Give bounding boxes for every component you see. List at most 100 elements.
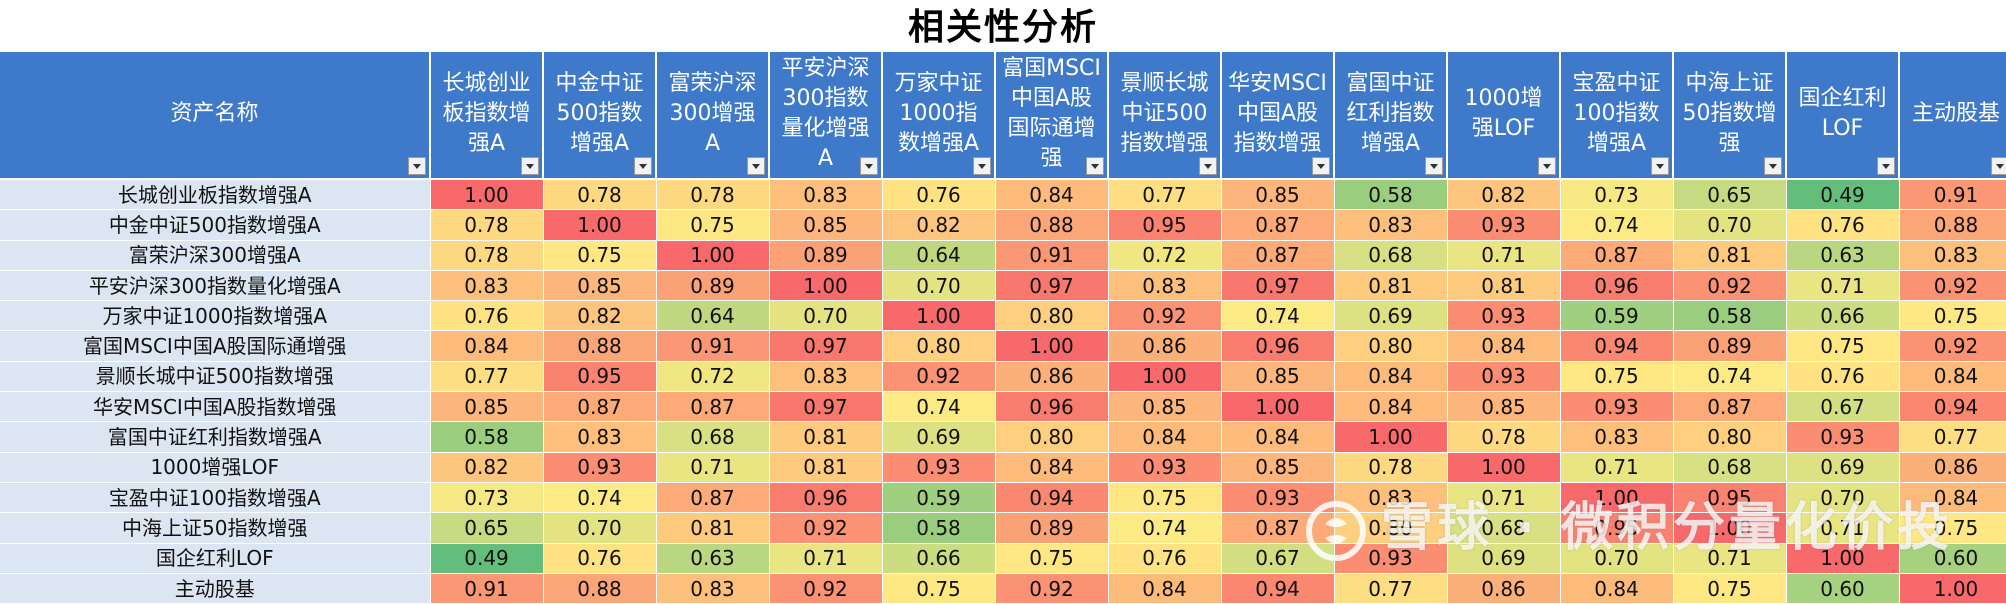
correlation-cell[interactable]: 0.87	[543, 391, 657, 423]
correlation-cell[interactable]: 0.71	[1673, 543, 1787, 574]
correlation-cell[interactable]: 0.94	[1221, 573, 1335, 604]
correlation-cell[interactable]: 0.83	[430, 270, 544, 302]
correlation-cell[interactable]: 1.00	[1221, 391, 1335, 423]
row-asset-name[interactable]: 富国MSCI中国A股国际通增强	[0, 330, 431, 362]
correlation-cell[interactable]: 0.92	[882, 361, 996, 393]
correlation-cell[interactable]: 0.85	[769, 209, 883, 241]
correlation-cell[interactable]: 0.92	[1899, 270, 2006, 302]
correlation-cell[interactable]: 0.78	[1334, 452, 1448, 483]
row-asset-name[interactable]: 平安沪深300指数量化增强A	[0, 270, 431, 302]
correlation-cell[interactable]: 0.85	[1221, 361, 1335, 393]
correlation-cell[interactable]: 0.69	[1334, 300, 1448, 332]
correlation-cell[interactable]: 0.83	[769, 179, 883, 211]
correlation-cell[interactable]: 0.60	[1899, 543, 2006, 574]
correlation-cell[interactable]: 0.91	[656, 330, 770, 362]
correlation-cell[interactable]: 0.75	[1899, 300, 2006, 332]
correlation-cell[interactable]: 1.00	[1786, 543, 1900, 574]
correlation-cell[interactable]: 0.70	[769, 300, 883, 332]
correlation-cell[interactable]: 0.76	[1786, 361, 1900, 393]
correlation-cell[interactable]: 0.74	[1108, 512, 1222, 544]
correlation-cell[interactable]: 0.81	[769, 452, 883, 483]
correlation-cell[interactable]: 0.93	[1221, 482, 1335, 514]
correlation-cell[interactable]: 0.93	[882, 452, 996, 483]
correlation-cell[interactable]: 0.49	[430, 543, 544, 574]
correlation-cell[interactable]: 0.74	[543, 482, 657, 514]
correlation-cell[interactable]: 0.89	[769, 240, 883, 271]
correlation-cell[interactable]: 0.86	[1108, 330, 1222, 362]
correlation-cell[interactable]: 0.76	[1108, 543, 1222, 574]
correlation-cell[interactable]: 0.80	[995, 421, 1109, 453]
correlation-cell[interactable]: 0.95	[1673, 482, 1787, 514]
row-asset-name[interactable]: 长城创业板指数增强A	[0, 179, 431, 211]
correlation-cell[interactable]: 0.88	[543, 573, 657, 604]
correlation-cell[interactable]: 0.68	[1673, 452, 1787, 483]
filter-dropdown-button[interactable]	[1651, 157, 1669, 175]
correlation-cell[interactable]: 0.95	[1560, 512, 1674, 544]
correlation-cell[interactable]: 0.78	[656, 179, 770, 211]
correlation-cell[interactable]: 0.85	[543, 270, 657, 302]
correlation-cell[interactable]: 0.88	[543, 330, 657, 362]
correlation-cell[interactable]: 0.94	[995, 482, 1109, 514]
correlation-cell[interactable]: 0.83	[656, 573, 770, 604]
correlation-cell[interactable]: 0.87	[1673, 391, 1787, 423]
correlation-cell[interactable]: 0.92	[769, 573, 883, 604]
correlation-cell[interactable]: 0.78	[543, 179, 657, 211]
correlation-cell[interactable]: 0.75	[995, 543, 1109, 574]
correlation-cell[interactable]: 0.76	[1786, 209, 1900, 241]
correlation-cell[interactable]: 0.58	[1334, 179, 1448, 211]
correlation-cell[interactable]: 0.81	[656, 512, 770, 544]
filter-dropdown-button[interactable]	[1991, 157, 2006, 175]
correlation-cell[interactable]: 0.65	[430, 512, 544, 544]
correlation-cell[interactable]: 0.74	[1221, 300, 1335, 332]
correlation-cell[interactable]: 0.96	[1560, 270, 1674, 302]
correlation-cell[interactable]: 0.82	[430, 452, 544, 483]
correlation-cell[interactable]: 0.85	[1221, 452, 1335, 483]
correlation-cell[interactable]: 0.86	[1899, 452, 2006, 483]
correlation-cell[interactable]: 1.00	[1560, 482, 1674, 514]
correlation-cell[interactable]: 0.76	[882, 179, 996, 211]
correlation-cell[interactable]: 0.69	[1447, 543, 1561, 574]
correlation-cell[interactable]: 0.84	[430, 330, 544, 362]
row-asset-name[interactable]: 主动股基	[0, 573, 431, 604]
correlation-cell[interactable]: 0.87	[1221, 209, 1335, 241]
row-asset-name[interactable]: 华安MSCI中国A股指数增强	[0, 391, 431, 423]
correlation-cell[interactable]: 0.78	[1447, 421, 1561, 453]
correlation-cell[interactable]: 0.93	[1108, 452, 1222, 483]
correlation-cell[interactable]: 0.82	[882, 209, 996, 241]
correlation-cell[interactable]: 1.00	[1673, 512, 1787, 544]
row-asset-name[interactable]: 中海上证50指数增强	[0, 512, 431, 544]
correlation-cell[interactable]: 0.83	[1334, 209, 1448, 241]
correlation-cell[interactable]: 0.85	[1447, 391, 1561, 423]
correlation-cell[interactable]: 0.49	[1786, 179, 1900, 211]
filter-dropdown-button[interactable]	[860, 157, 878, 175]
correlation-cell[interactable]: 0.88	[1899, 209, 2006, 241]
correlation-cell[interactable]: 0.58	[1673, 300, 1787, 332]
correlation-cell[interactable]: 1.00	[769, 270, 883, 302]
filter-dropdown-button[interactable]	[521, 157, 539, 175]
correlation-cell[interactable]: 0.97	[769, 391, 883, 423]
correlation-cell[interactable]: 0.73	[430, 482, 544, 514]
correlation-cell[interactable]: 0.71	[1447, 240, 1561, 271]
correlation-cell[interactable]: 0.71	[769, 543, 883, 574]
correlation-cell[interactable]: 0.83	[1899, 240, 2006, 271]
correlation-cell[interactable]: 0.84	[995, 452, 1109, 483]
correlation-cell[interactable]: 0.80	[995, 300, 1109, 332]
row-asset-name[interactable]: 富国中证红利指数增强A	[0, 421, 431, 453]
correlation-cell[interactable]: 0.84	[1334, 361, 1448, 393]
correlation-cell[interactable]: 0.81	[1447, 270, 1561, 302]
filter-dropdown-button[interactable]	[1199, 157, 1217, 175]
correlation-cell[interactable]: 0.89	[995, 512, 1109, 544]
correlation-cell[interactable]: 0.77	[1108, 179, 1222, 211]
correlation-cell[interactable]: 0.86	[1447, 573, 1561, 604]
row-asset-name[interactable]: 宝盈中证100指数增强A	[0, 482, 431, 514]
filter-dropdown-button[interactable]	[1764, 157, 1782, 175]
correlation-cell[interactable]: 1.00	[882, 300, 996, 332]
correlation-cell[interactable]: 0.77	[430, 361, 544, 393]
correlation-cell[interactable]: 0.96	[769, 482, 883, 514]
correlation-cell[interactable]: 0.92	[1673, 270, 1787, 302]
correlation-cell[interactable]: 0.87	[656, 482, 770, 514]
correlation-cell[interactable]: 0.78	[430, 240, 544, 271]
correlation-cell[interactable]: 1.00	[1899, 573, 2006, 604]
correlation-cell[interactable]: 0.82	[1447, 179, 1561, 211]
correlation-cell[interactable]: 0.75	[656, 209, 770, 241]
